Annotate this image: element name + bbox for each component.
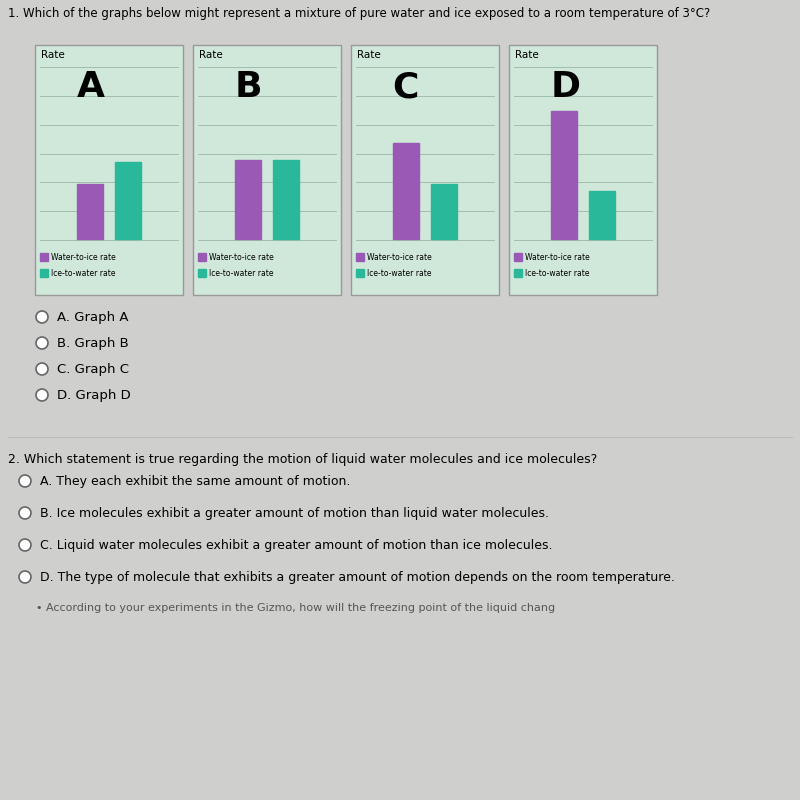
Text: B. Graph B: B. Graph B (57, 337, 129, 350)
Text: C. Graph C: C. Graph C (57, 362, 129, 375)
Text: 2. Which statement is true regarding the motion of liquid water molecules and ic: 2. Which statement is true regarding the… (8, 453, 598, 466)
Bar (431, 184, 457, 239)
Text: D. The type of molecule that exhibits a greater amount of motion depends on the : D. The type of molecule that exhibits a … (40, 570, 675, 583)
Bar (509, 45, 657, 295)
Bar (356, 253, 364, 261)
Circle shape (36, 363, 48, 375)
Text: Rate: Rate (199, 50, 222, 60)
Text: Water-to-ice rate: Water-to-ice rate (51, 253, 116, 262)
Text: Rate: Rate (515, 50, 538, 60)
Circle shape (36, 311, 48, 323)
Text: A. Graph A: A. Graph A (57, 310, 129, 323)
Bar (551, 110, 577, 239)
Circle shape (36, 337, 48, 349)
Bar (77, 184, 103, 239)
Text: C: C (393, 70, 419, 104)
Bar (115, 162, 141, 239)
Circle shape (19, 539, 31, 551)
Text: Ice-to-water rate: Ice-to-water rate (51, 269, 115, 278)
Bar (40, 253, 48, 261)
Text: B: B (234, 70, 262, 104)
Text: Water-to-ice rate: Water-to-ice rate (525, 253, 590, 262)
Text: • According to your experiments in the Gizmo, how will the freezing point of the: • According to your experiments in the G… (8, 603, 555, 613)
Circle shape (19, 507, 31, 519)
Circle shape (19, 475, 31, 487)
Bar (235, 160, 261, 239)
Bar (514, 269, 522, 277)
Text: 1. Which of the graphs below might represent a mixture of pure water and ice exp: 1. Which of the graphs below might repre… (8, 7, 710, 20)
Bar (393, 143, 419, 239)
Bar (356, 269, 364, 277)
Text: Ice-to-water rate: Ice-to-water rate (367, 269, 431, 278)
Text: Ice-to-water rate: Ice-to-water rate (209, 269, 274, 278)
Text: Ice-to-water rate: Ice-to-water rate (525, 269, 590, 278)
Text: Rate: Rate (41, 50, 65, 60)
Text: B. Ice molecules exhibit a greater amount of motion than liquid water molecules.: B. Ice molecules exhibit a greater amoun… (40, 506, 549, 519)
Bar (198, 253, 206, 261)
Text: Water-to-ice rate: Water-to-ice rate (367, 253, 432, 262)
Text: Water-to-ice rate: Water-to-ice rate (209, 253, 274, 262)
Text: D: D (550, 70, 581, 104)
Bar (40, 269, 48, 277)
Bar (35, 45, 183, 295)
Text: A. They each exhibit the same amount of motion.: A. They each exhibit the same amount of … (40, 474, 350, 487)
Bar (193, 45, 341, 295)
Text: Rate: Rate (357, 50, 381, 60)
Bar (198, 269, 206, 277)
Text: D. Graph D: D. Graph D (57, 389, 130, 402)
Circle shape (36, 389, 48, 401)
Bar (514, 253, 522, 261)
Bar (589, 191, 615, 239)
Bar (273, 160, 299, 239)
Circle shape (19, 571, 31, 583)
Bar (351, 45, 499, 295)
Text: C. Liquid water molecules exhibit a greater amount of motion than ice molecules.: C. Liquid water molecules exhibit a grea… (40, 538, 553, 551)
Text: A: A (77, 70, 105, 104)
